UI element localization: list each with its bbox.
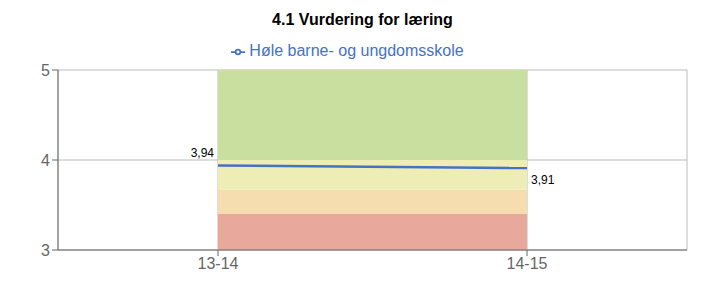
svg-text:3: 3 (41, 242, 50, 259)
html-text:4.1 Vurdering for læring: 4.1 Vurdering for læring (272, 11, 453, 28)
svg-text:3,91: 3,91 (531, 173, 555, 187)
html-text:Høle barne- og ungdomsskole: Høle barne- og ungdomsskole (249, 42, 464, 59)
svg-text:5: 5 (41, 62, 50, 79)
svg-text:4: 4 (41, 152, 50, 169)
svg-text:3,94: 3,94 (191, 146, 215, 160)
svg-text:14-15: 14-15 (507, 255, 548, 272)
svg-text:13-14: 13-14 (198, 255, 239, 272)
